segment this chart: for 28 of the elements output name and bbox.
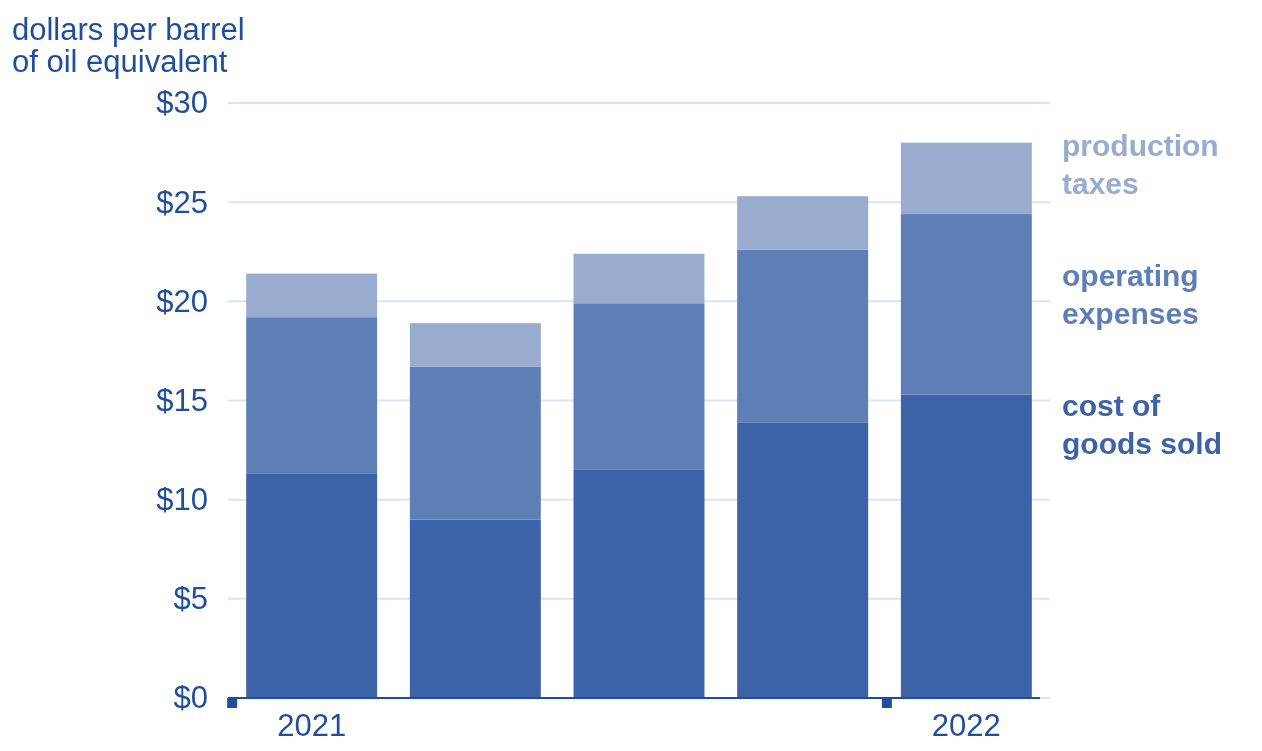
bar bbox=[409, 323, 541, 367]
bar bbox=[573, 303, 705, 470]
series-label: cost of goods sold bbox=[1062, 389, 1222, 460]
bar bbox=[409, 366, 541, 520]
bar bbox=[246, 317, 378, 474]
bar bbox=[246, 473, 378, 698]
y-tick-label: $15 bbox=[156, 382, 208, 418]
series-label: production taxes bbox=[1062, 129, 1219, 200]
y-axis-title: dollars per barrel of oil equivalent bbox=[12, 12, 245, 79]
bar bbox=[573, 253, 705, 304]
bar bbox=[409, 519, 541, 698]
series-label: operating expenses bbox=[1062, 259, 1199, 330]
bar bbox=[573, 469, 705, 698]
x-tick-label: 2021 bbox=[277, 708, 347, 744]
y-tick-label: $20 bbox=[156, 283, 208, 319]
y-tick-label: $30 bbox=[156, 85, 208, 121]
bar bbox=[900, 214, 1032, 395]
y-tick-label: $10 bbox=[156, 482, 208, 518]
y-tick-label: $5 bbox=[173, 581, 208, 617]
y-tick-label: $25 bbox=[156, 184, 208, 220]
bar bbox=[246, 273, 378, 318]
bar bbox=[900, 394, 1032, 698]
x-tick-label: 2022 bbox=[931, 708, 1001, 744]
bar bbox=[737, 422, 869, 698]
bar bbox=[737, 249, 869, 423]
bar bbox=[737, 196, 869, 250]
bar bbox=[900, 142, 1032, 215]
y-tick-label: $0 bbox=[173, 680, 208, 716]
